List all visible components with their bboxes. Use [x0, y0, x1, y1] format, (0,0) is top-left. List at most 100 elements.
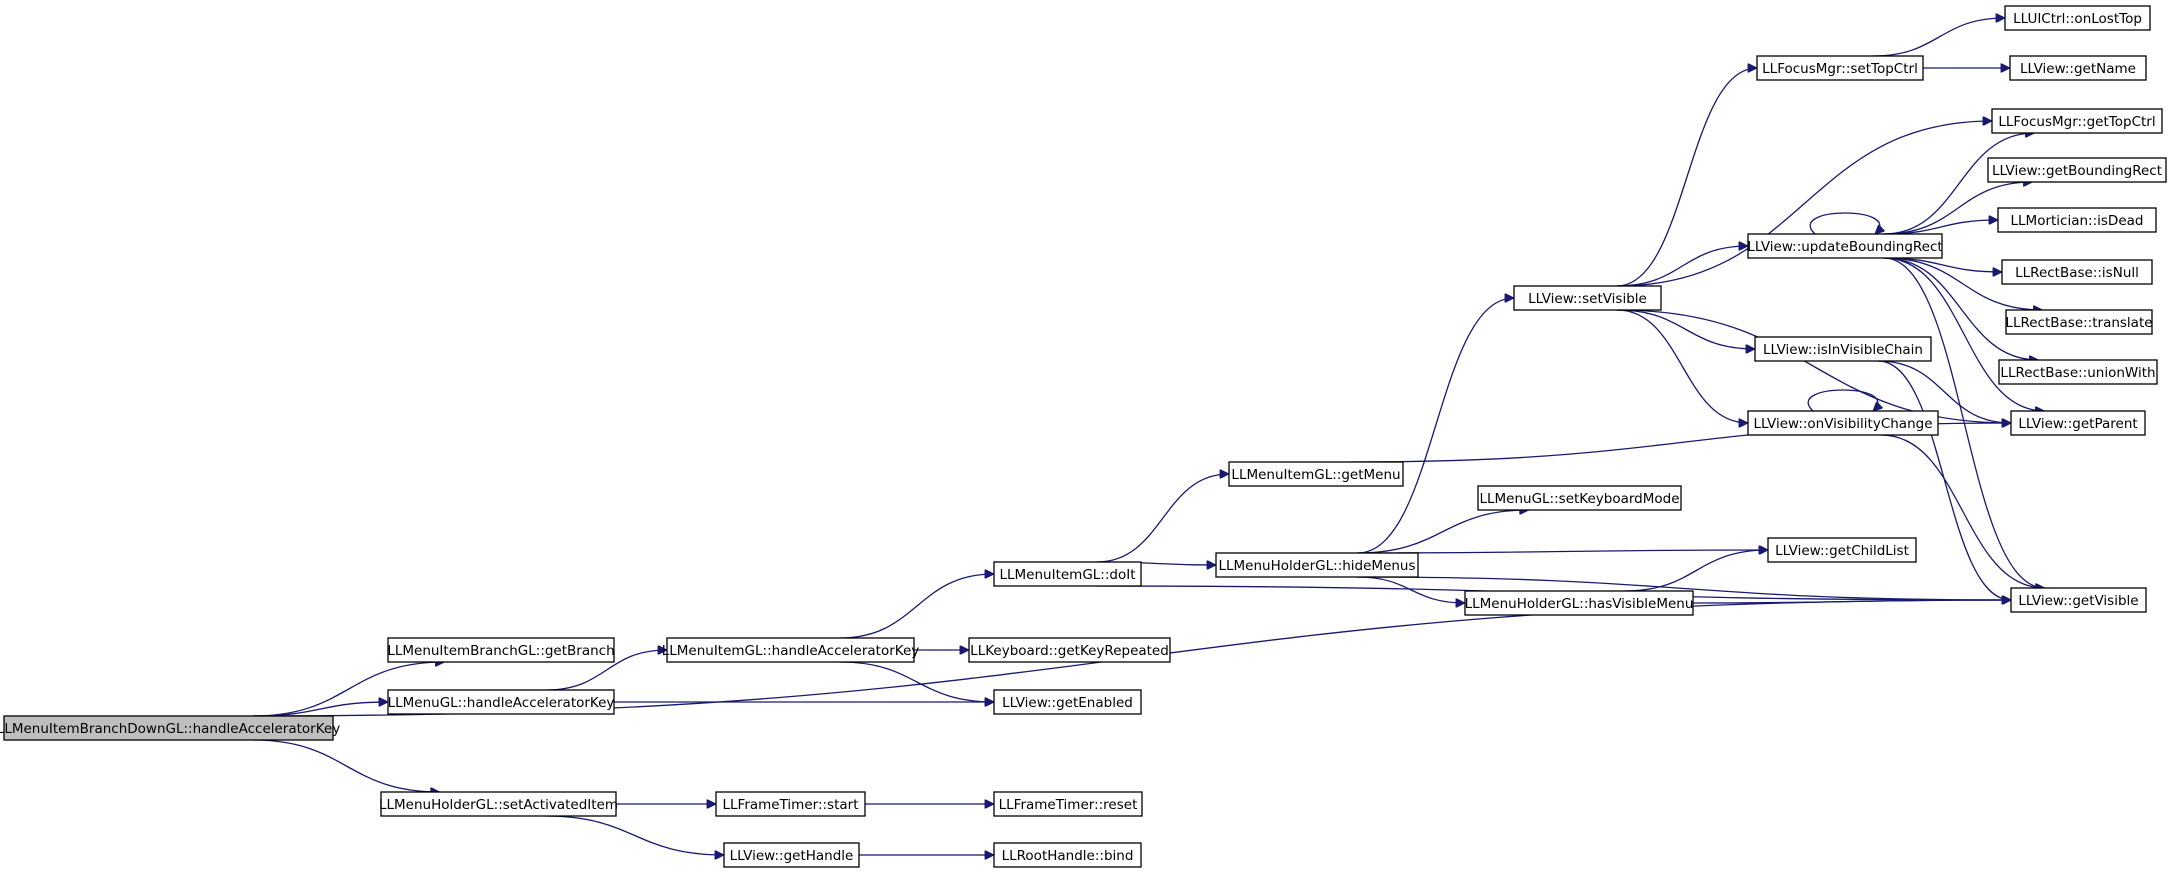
- function-node-setKbMode[interactable]: LLMenuGL::setKeyboardMode: [1477, 485, 1682, 511]
- function-node-box: [968, 637, 1171, 663]
- function-node-getChildList[interactable]: LLView::getChildList: [1767, 537, 1917, 563]
- function-node-box: [666, 637, 915, 663]
- call-edge-updBounding-to-unionWith: [1883, 257, 2039, 360]
- function-node-label: LLRectBase::translate: [2005, 315, 2152, 331]
- function-node-label: LLKeyboard::getKeyRepeated: [970, 643, 1169, 659]
- call-edge-updBounding-to-updBounding: [1809, 212, 1880, 234]
- call-edge-updBounding-to-getVisible: [1883, 257, 2045, 588]
- call-edge-isInVisChain-to-getVisible: [1878, 360, 2011, 600]
- function-node-label: LLView::onVisibilityChange: [1753, 416, 1932, 432]
- function-node-label: LLView::getEnabled: [1002, 695, 1133, 711]
- function-node-getParent[interactable]: LLView::getParent: [2010, 410, 2146, 436]
- function-node-isDead[interactable]: LLMortician::isDead: [1997, 207, 2157, 233]
- function-node-box: [1215, 552, 1419, 578]
- function-node-label: LLMenuItemBranchGL::getBranch: [387, 643, 614, 659]
- function-node-box: [3, 715, 334, 741]
- function-node-box: [387, 637, 615, 663]
- call-edge-itemAccel-to-getEnabled: [839, 661, 994, 702]
- call-edge-root-to-branch: [252, 662, 445, 717]
- function-node-box: [2005, 309, 2153, 335]
- function-node-isInVisChain[interactable]: LLView::isInVisibleChain: [1754, 336, 1932, 362]
- function-node-label: LLMenuItemGL::doIt: [999, 567, 1135, 583]
- call-edge-updBounding-to-translate: [1883, 257, 2043, 310]
- call-edge-hasVisMenu-to-getChildList: [1624, 550, 1768, 592]
- function-node-label: LLMenuItemGL::getMenu: [1231, 467, 1400, 483]
- function-node-box: [1767, 537, 1917, 563]
- function-node-box: [1513, 285, 1662, 311]
- function-node-getName[interactable]: LLView::getName: [2009, 55, 2147, 81]
- call-edge-root-to-setActivated: [252, 739, 440, 792]
- function-node-translate[interactable]: LLRectBase::translate: [2005, 309, 2153, 335]
- function-node-getHandle[interactable]: LLView::getHandle: [723, 842, 860, 868]
- function-node-label: LLMenuGL::setKeyboardMode: [1479, 491, 1679, 507]
- function-node-updBounding[interactable]: LLView::updateBoundingRect: [1747, 233, 1943, 259]
- call-edge-setActivated-to-getHandle: [545, 815, 725, 855]
- function-node-getVisible[interactable]: LLView::getVisible: [2010, 587, 2147, 613]
- function-node-onLostTop[interactable]: LLUICtrl::onLostTop: [2004, 5, 2151, 31]
- function-node-getBoundRect[interactable]: LLView::getBoundingRect: [1987, 157, 2167, 183]
- call-edge-setVisible-to-getParent: [1616, 309, 2011, 423]
- function-node-box: [715, 791, 866, 817]
- function-node-getMenu[interactable]: LLMenuItemGL::getMenu: [1228, 461, 1404, 487]
- function-node-label: LLRectBase::isNull: [2015, 265, 2139, 281]
- function-node-keyRepeated[interactable]: LLKeyboard::getKeyRepeated: [968, 637, 1171, 663]
- function-node-hasVisMenu[interactable]: LLMenuHolderGL::hasVisibleMenu: [1464, 590, 1694, 616]
- function-node-setVisible[interactable]: LLView::setVisible: [1513, 285, 1662, 311]
- function-node-ftReset[interactable]: LLFrameTimer::reset: [993, 791, 1143, 817]
- function-node-setActivated[interactable]: LLMenuHolderGL::setActivatedItem: [379, 791, 618, 817]
- function-node-box: [1747, 233, 1943, 259]
- call-edge-hideMenus-to-getVisible: [1357, 576, 2011, 600]
- function-node-unionWith[interactable]: LLRectBase::unionWith: [1998, 359, 2158, 385]
- function-node-doIt[interactable]: LLMenuItemGL::doIt: [993, 561, 1142, 587]
- function-node-box: [993, 561, 1142, 587]
- call-edge-setVisible-to-onVisChange: [1616, 309, 1748, 423]
- function-node-box: [993, 842, 1142, 868]
- function-node-box: [2001, 259, 2153, 285]
- call-edge-setVisible-to-setTopCtrl: [1616, 68, 1757, 287]
- function-node-box: [1747, 410, 1939, 436]
- call-edge-updBounding-to-getParent: [1883, 257, 2045, 411]
- function-node-label: LLFrameTimer::reset: [999, 797, 1138, 813]
- function-node-label: LLView::getVisible: [2018, 593, 2138, 609]
- call-edge-hasVisMenu-to-getVisible: [1692, 600, 2011, 603]
- function-node-onVisChange[interactable]: LLView::onVisibilityChange: [1747, 410, 1939, 436]
- function-node-isNull[interactable]: LLRectBase::isNull: [2001, 259, 2153, 285]
- call-edge-itemAccel-to-doIt: [839, 574, 994, 639]
- function-node-label: LLView::setVisible: [1528, 291, 1647, 307]
- function-node-box: [1987, 157, 2167, 183]
- function-node-box: [1477, 485, 1682, 511]
- function-node-hideMenus[interactable]: LLMenuHolderGL::hideMenus: [1215, 552, 1419, 578]
- function-node-itemAccel[interactable]: LLMenuItemGL::handleAcceleratorKey: [662, 637, 920, 663]
- call-graph-nodes: LLMenuItemBranchDownGL::handleAccelerato…: [0, 5, 2167, 868]
- function-node-getEnabled[interactable]: LLView::getEnabled: [993, 689, 1142, 715]
- call-edge-setVisible-to-updBounding: [1616, 246, 1748, 287]
- function-node-label: LLView::getName: [2020, 61, 2136, 77]
- function-node-menuAccel[interactable]: LLMenuGL::handleAcceleratorKey: [387, 689, 615, 715]
- function-node-label: LLFrameTimer::start: [723, 797, 859, 813]
- function-node-branch[interactable]: LLMenuItemBranchGL::getBranch: [387, 637, 615, 663]
- call-edge-updBounding-to-getBoundRect: [1883, 182, 2033, 235]
- function-node-label: LLRootHandle::bind: [1002, 848, 1134, 864]
- function-node-box: [387, 689, 615, 715]
- call-edge-onVisChange-to-getVisible: [1880, 434, 2045, 588]
- function-node-label: LLMenuHolderGL::setActivatedItem: [379, 797, 618, 813]
- function-node-box: [1997, 207, 2157, 233]
- function-node-getTopCtrl[interactable]: LLFocusMgr::getTopCtrl: [1991, 108, 2163, 134]
- call-edge-doIt-to-getMenu: [1096, 474, 1229, 563]
- function-node-label: LLFocusMgr::setTopCtrl: [1762, 61, 1918, 77]
- function-node-ftStart[interactable]: LLFrameTimer::start: [715, 791, 866, 817]
- function-node-box: [2010, 410, 2146, 436]
- call-edge-setTopCtrl-to-onLostTop: [1873, 18, 2005, 57]
- function-node-label: LLMenuItemGL::handleAcceleratorKey: [662, 643, 920, 659]
- call-edge-hideMenus-to-getChildList: [1357, 550, 1768, 553]
- function-node-box: [1998, 359, 2158, 385]
- function-node-label: LLView::isInVisibleChain: [1763, 342, 1923, 358]
- function-node-box: [993, 791, 1143, 817]
- function-node-rhBind[interactable]: LLRootHandle::bind: [993, 842, 1142, 868]
- function-node-box: [723, 842, 860, 868]
- call-graph-edges: [252, 18, 2045, 855]
- function-node-box: [2010, 587, 2147, 613]
- function-node-box: [1228, 461, 1404, 487]
- call-edge-onVisChange-to-onVisChange: [1807, 389, 1878, 411]
- function-node-setTopCtrl[interactable]: LLFocusMgr::setTopCtrl: [1756, 55, 1924, 81]
